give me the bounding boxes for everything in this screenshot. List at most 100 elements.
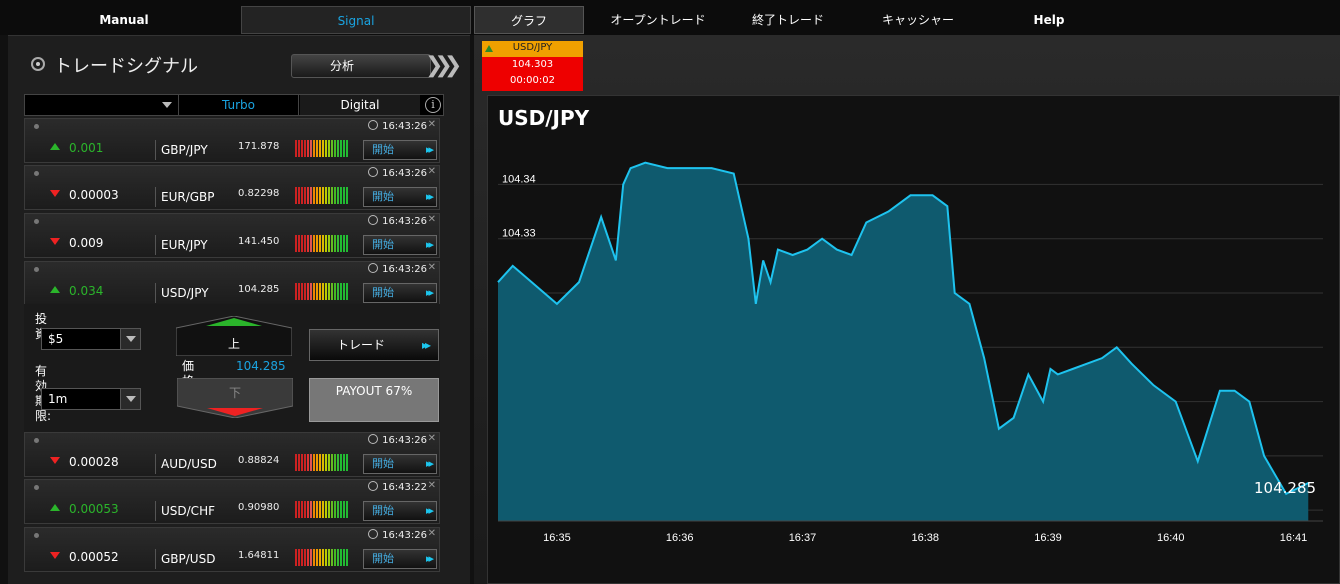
meter-bar [319,454,321,471]
pair-filter-select[interactable] [25,95,179,115]
meter-bar [340,187,342,204]
start-button[interactable]: 開始 [363,283,437,303]
start-button[interactable]: 開始 [363,140,437,160]
chart-area [498,162,1309,521]
strength-meter [295,235,348,252]
expiry-select[interactable]: 1m [41,388,141,410]
start-button[interactable]: 開始 [363,235,437,255]
meter-bar [346,140,348,157]
meter-bar [295,454,297,471]
meter-bar [316,187,318,204]
invest-select[interactable]: $5 [41,328,141,350]
meter-bar [301,235,303,252]
meter-bar [322,549,324,566]
signal-time: 16:43:26 [368,529,427,541]
meter-bar [337,501,339,518]
meter-bar [319,140,321,157]
radio-icon[interactable] [31,57,45,71]
meter-bar [316,454,318,471]
meter-bar [328,501,330,518]
status-dot [34,485,39,490]
meter-bar [328,235,330,252]
start-button[interactable]: 開始 [363,187,437,207]
start-label: 開始 [372,190,394,203]
meter-bar [301,549,303,566]
close-icon[interactable]: ✕ [427,214,436,225]
signal-pair: GBP/USD [155,549,267,569]
analysis-button[interactable]: 分析 [291,54,431,78]
meter-bar [313,187,315,204]
close-icon[interactable]: ✕ [427,166,436,177]
close-icon[interactable]: ✕ [427,119,436,130]
meter-bar [325,454,327,471]
start-label: 開始 [372,286,394,299]
mini-ticker-countdown: 00:00:02 [510,75,555,86]
x-tick-label: 16:37 [789,532,817,544]
tab-closed-trade[interactable]: 終了トレード [751,13,824,27]
payout-box: PAYOUT 67% [309,378,439,422]
signal-change: 0.00052 [69,550,119,564]
meter-bar [307,187,309,204]
panel-title: トレードシグナル [54,56,198,77]
filter-digital[interactable]: Digital [300,95,420,115]
meter-bar [307,501,309,518]
signal-time: 16:43:26 [368,263,427,275]
meter-bar [340,501,342,518]
trade-button[interactable]: トレード ▸▸ [309,329,439,361]
meter-bar [337,549,339,566]
meter-bar [331,549,333,566]
up-button[interactable]: 上 [176,316,292,356]
meter-bar [343,187,345,204]
meter-bar [328,283,330,300]
meter-bar [316,283,318,300]
tab-open-trade[interactable]: オープントレード [610,13,706,27]
start-button[interactable]: 開始 [363,501,437,521]
meter-bar [319,501,321,518]
chart-container: USD/JPY 104.34104.33104.32104.31104.3010… [487,95,1340,584]
strength-meter [295,283,348,300]
close-icon[interactable]: ✕ [427,480,436,491]
up-arrow-icon [50,143,60,150]
meter-bar [307,549,309,566]
meter-bar [322,454,324,471]
tab-manual[interactable]: Manual [99,13,149,27]
meter-bar [346,549,348,566]
down-arrow-icon [50,552,60,559]
start-button[interactable]: 開始 [363,549,437,569]
info-icon[interactable]: i [425,97,441,113]
price-chart[interactable]: 104.34104.33104.32104.31104.30104.29104.… [488,96,1340,566]
filter-turbo[interactable]: Turbo [179,95,299,115]
close-icon[interactable]: ✕ [427,262,436,273]
tab-help[interactable]: Help [1033,13,1065,27]
mini-ticker[interactable]: USD/JPY 104.303 00:00:02 [482,41,583,91]
strength-meter [295,187,348,204]
clock-icon [368,529,379,539]
signal-row: 16:43:26 ✕ 0.001 GBP/JPY 171.878 開始 [24,118,440,163]
meter-bar [313,501,315,518]
close-icon[interactable]: ✕ [427,528,436,539]
meter-bar [301,187,303,204]
meter-bar [304,283,306,300]
meter-bar [331,140,333,157]
down-arrow-icon [50,190,60,197]
meter-bar [298,549,300,566]
meter-bar [343,283,345,300]
tab-signal[interactable]: Signal [241,6,471,34]
status-dot [34,438,39,443]
meter-bar [328,454,330,471]
close-icon[interactable]: ✕ [427,433,436,444]
up-arrow-icon [50,286,60,293]
x-tick-label: 16:36 [666,532,694,544]
signal-row: 16:43:26 ✕ 0.00028 AUD/USD 0.88824 開始 [24,432,440,477]
start-label: 開始 [372,143,394,156]
tab-graph[interactable]: グラフ [474,6,584,34]
meter-bar [304,501,306,518]
up-arrow-icon [485,45,493,52]
meter-bar [304,235,306,252]
down-button[interactable]: 下 [177,378,293,418]
start-button[interactable]: 開始 [363,454,437,474]
signal-change: 0.00028 [69,455,119,469]
meter-bar [316,140,318,157]
meter-bar [310,501,312,518]
tab-cashier[interactable]: キャッシャー [881,13,954,27]
